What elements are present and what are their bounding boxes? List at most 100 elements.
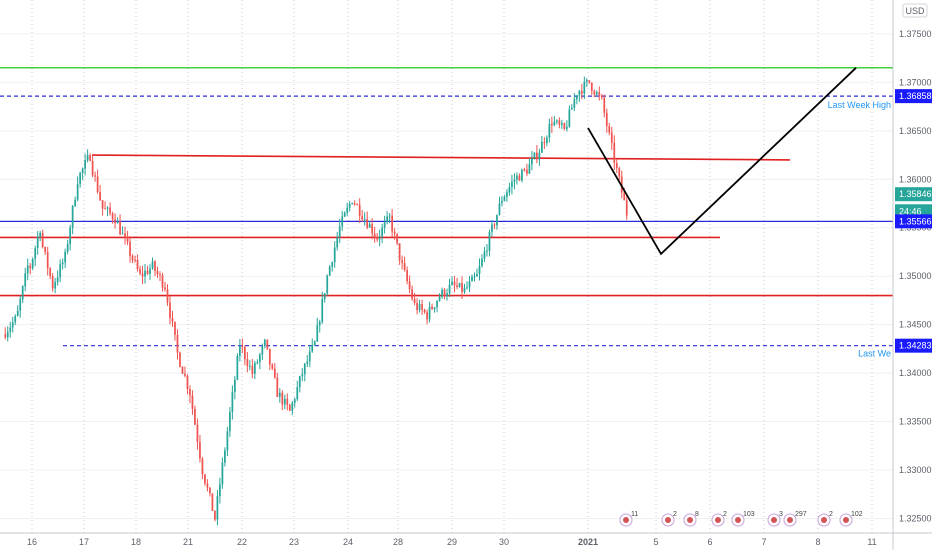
candle-body xyxy=(338,226,341,238)
candle-body xyxy=(66,244,69,252)
candle-body xyxy=(615,162,618,169)
candle-body xyxy=(411,289,413,299)
candle-body xyxy=(516,175,518,180)
projection-path[interactable] xyxy=(587,67,857,256)
trend-drawings xyxy=(587,67,857,256)
candle-body xyxy=(336,237,339,248)
candle-body xyxy=(506,192,508,197)
candle-body xyxy=(608,126,611,133)
candle-body xyxy=(79,172,82,185)
candle-body xyxy=(4,334,7,338)
candle-body xyxy=(251,365,254,374)
candle-body xyxy=(136,260,139,269)
y-tick-label: 1.37000 xyxy=(899,77,932,87)
candle-body xyxy=(273,368,276,378)
candle-body xyxy=(246,359,249,367)
candle-body xyxy=(281,392,284,405)
candle-body xyxy=(426,312,428,320)
candle-body xyxy=(428,306,431,320)
candle-body xyxy=(9,327,12,332)
candle-body xyxy=(126,236,129,242)
price-tag xyxy=(895,214,932,229)
candle-body xyxy=(186,375,189,389)
candle-body xyxy=(531,158,533,165)
candle-body xyxy=(69,227,72,245)
candle-body xyxy=(593,91,596,95)
candle-body xyxy=(189,388,191,396)
candle-body xyxy=(353,203,356,205)
x-tick-label: 5 xyxy=(653,537,658,547)
candle-body xyxy=(408,281,411,290)
candle-body xyxy=(618,168,621,177)
candle-body xyxy=(363,219,366,221)
candle-body xyxy=(271,364,274,369)
price-labels: 1.36858 1.35846 24:461.35566 1.34283 xyxy=(895,89,932,353)
candle-body xyxy=(416,302,418,311)
candle-body xyxy=(321,299,324,322)
candle-body xyxy=(169,302,171,318)
candle-body xyxy=(331,262,334,267)
candle-body xyxy=(156,270,159,275)
candle-body xyxy=(346,207,349,213)
price-tag-label: 1.35566 xyxy=(899,216,932,226)
event-count: 8 xyxy=(695,511,699,518)
event-flag-dot xyxy=(771,517,777,523)
candle-body xyxy=(488,231,491,251)
candle-body xyxy=(106,207,109,209)
candle-body xyxy=(81,168,84,173)
candle-body xyxy=(401,260,403,263)
candle-body xyxy=(114,219,116,224)
candle-body xyxy=(184,373,186,376)
candle-body xyxy=(568,109,571,127)
candle-body xyxy=(441,289,443,297)
candle-body xyxy=(376,236,379,240)
x-tick-label: 2021 xyxy=(578,537,598,547)
candle-body xyxy=(603,97,606,113)
candle-body xyxy=(216,496,219,520)
candle-body xyxy=(393,231,396,234)
event-flag-dot xyxy=(843,517,849,523)
candle-body xyxy=(116,221,119,224)
candle-body xyxy=(491,224,493,232)
candle-body xyxy=(121,233,124,235)
y-tick-label: 1.35000 xyxy=(899,271,932,281)
currency-label: USD xyxy=(905,6,925,16)
candle-body xyxy=(548,123,551,138)
candle-body xyxy=(248,365,251,367)
price-tag xyxy=(895,89,932,104)
candle-body xyxy=(436,300,438,308)
candle-body xyxy=(541,141,543,153)
candle-body xyxy=(308,351,311,362)
candle-body xyxy=(119,221,121,235)
resistance-line[interactable] xyxy=(91,154,791,161)
event-count: 102 xyxy=(851,511,863,518)
candle-body xyxy=(476,273,478,277)
event-flag-dot xyxy=(715,517,721,523)
event-flag-dot xyxy=(735,517,741,523)
candle-body xyxy=(201,458,204,475)
candle-body xyxy=(348,203,351,208)
candle-body xyxy=(238,345,241,356)
currency-badge[interactable] xyxy=(902,3,928,18)
candle-body xyxy=(580,90,583,94)
candle-body xyxy=(59,264,62,278)
candle-body xyxy=(44,247,47,253)
price-tag-label: 1.36858 xyxy=(899,91,932,101)
candle-body xyxy=(595,92,598,95)
candle-body xyxy=(49,268,52,277)
candle-body xyxy=(583,81,586,94)
candle-body xyxy=(204,474,206,484)
candle-body xyxy=(456,285,458,287)
candle-body xyxy=(486,250,488,252)
candle-body xyxy=(124,233,126,237)
candle-body xyxy=(391,215,394,232)
candle-body xyxy=(131,255,134,260)
candle-body xyxy=(109,207,111,214)
x-tick-label: 30 xyxy=(499,537,509,547)
event-markers: 11 2 8 2 103 3 297 2 102 xyxy=(619,511,863,527)
candle-body xyxy=(224,450,226,463)
candle-body xyxy=(378,236,381,240)
candle-body xyxy=(388,215,391,217)
event-count: 103 xyxy=(743,511,755,518)
